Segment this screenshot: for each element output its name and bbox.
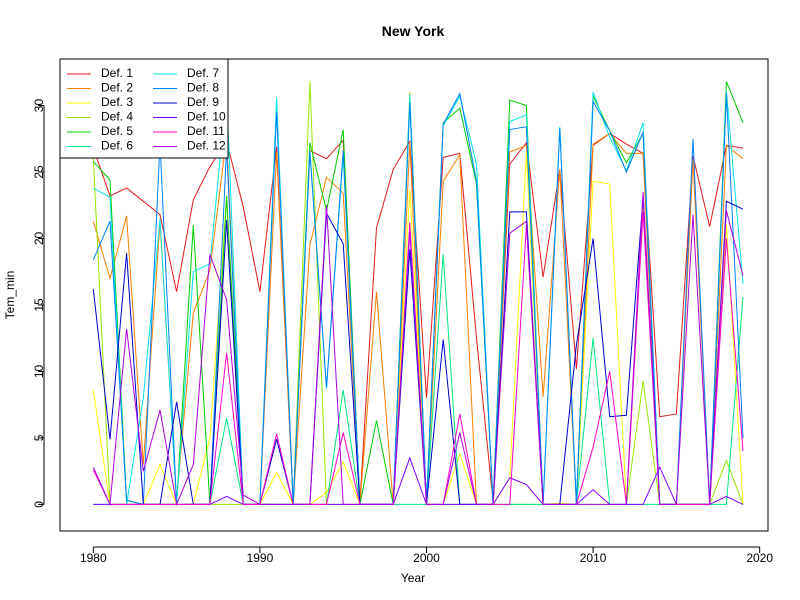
- legend-label: Def. 12: [187, 139, 226, 153]
- legend-label: Def. 8: [187, 81, 219, 95]
- x-axis: 1980 1990 2000 2010 2020: [80, 546, 773, 565]
- y-tick-label: 10: [32, 364, 46, 378]
- legend-label: Def. 11: [187, 124, 225, 138]
- legend-label: Def. 10: [187, 110, 226, 124]
- series-line-2: [92, 132, 744, 505]
- x-tick-label: 1990: [247, 551, 274, 565]
- legend-label: Def. 9: [187, 95, 219, 109]
- legend-label: Def. 2: [101, 81, 133, 95]
- legend-label: Def. 7: [187, 66, 219, 80]
- x-tick-label: 1980: [80, 551, 107, 565]
- legend-label: Def. 4: [101, 110, 133, 124]
- y-tick-label: 0: [32, 501, 46, 508]
- y-tick-label: 30: [32, 99, 46, 113]
- x-tick-label: 2010: [580, 551, 607, 565]
- y-tick-label: 25: [32, 165, 46, 179]
- legend-label: Def. 6: [101, 139, 133, 153]
- plot-frame: [59, 58, 769, 532]
- legend-label: Def. 1: [101, 66, 133, 80]
- y-tick-label: 15: [32, 298, 46, 312]
- legend-label: Def. 3: [101, 95, 133, 109]
- chart-title: New York: [382, 23, 445, 39]
- legend-box: [59, 58, 229, 159]
- series-line-10: [93, 456, 744, 505]
- plot-lines: [92, 81, 744, 507]
- legend-label: Def. 5: [101, 124, 133, 138]
- y-axis-label: Tem_min: [3, 271, 17, 320]
- x-tick-label: 2020: [746, 551, 773, 565]
- y-axis: 0 5 10 15 20 25 30: [32, 99, 46, 508]
- series-line-12: [92, 191, 744, 507]
- y-tick-label: 5: [32, 434, 46, 441]
- x-tick-label: 2000: [413, 551, 440, 565]
- y-tick-label: 20: [32, 231, 46, 245]
- series-line-11: [92, 211, 744, 505]
- x-axis-label: Year: [401, 571, 425, 585]
